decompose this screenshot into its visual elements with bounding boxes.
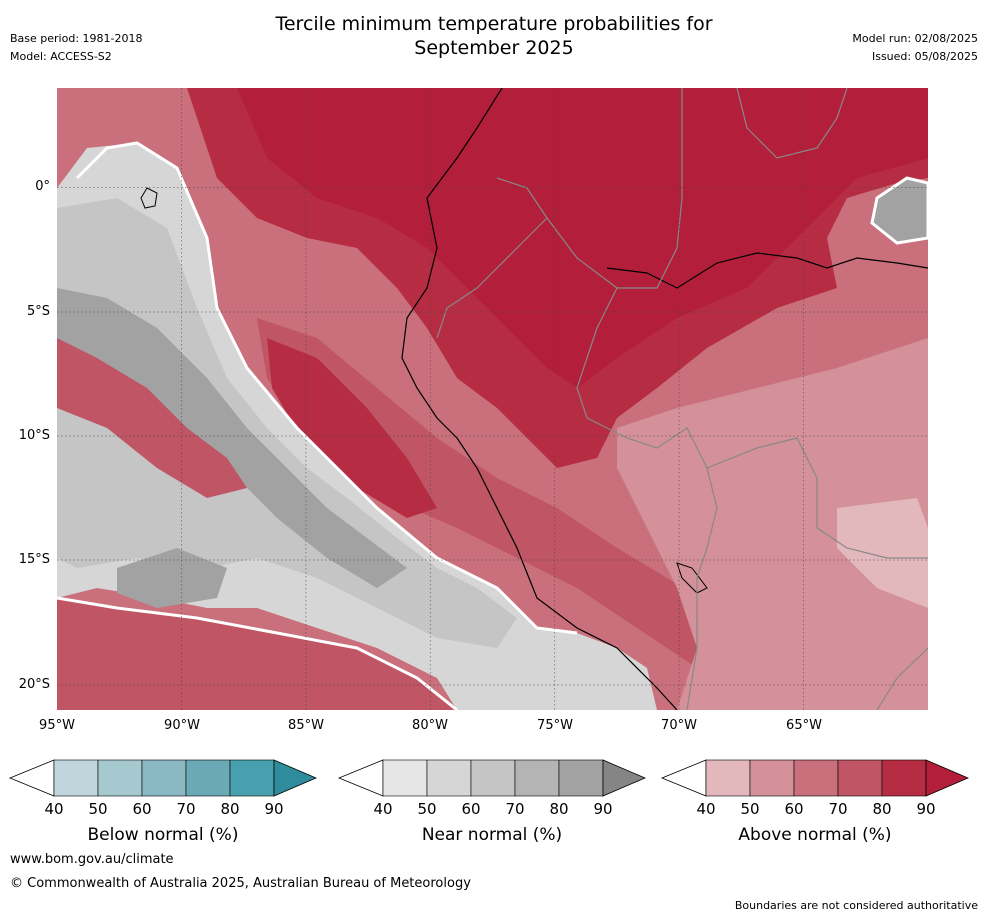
grid-lines (57, 88, 928, 710)
lon-label-85w: 85°W (288, 718, 324, 733)
probability-map (57, 88, 928, 710)
region-above-70 (257, 318, 757, 688)
region-near-80-south (117, 548, 227, 608)
colorbar-above (660, 759, 970, 797)
near-tick-90: 90 (593, 800, 613, 818)
footer-url[interactable]: www.bom.gov.au/climate (10, 852, 174, 867)
lat-label-10s: 10°S (18, 428, 50, 443)
above-legend-title: Above normal (%) (738, 825, 892, 845)
colorbar-near (337, 759, 647, 797)
below-tick-90: 90 (264, 800, 284, 818)
boundary-line-north (75, 141, 578, 635)
issued-text: Issued: 05/08/2025 (871, 50, 978, 63)
above-tick-80: 80 (872, 800, 892, 818)
boundary-peru-brazil-bolivia (576, 287, 718, 710)
lat-label-5s: 5°S (26, 304, 50, 319)
region-above-50 (617, 338, 928, 710)
legend-below-normal: 40 50 60 70 80 90 Below normal (%) (8, 759, 320, 860)
above-tick-90: 90 (916, 800, 936, 818)
lat-label-20s: 20°S (18, 677, 50, 692)
near-tick-40: 40 (373, 800, 393, 818)
colorbar-below (8, 759, 318, 797)
below-tick-80: 80 (220, 800, 240, 818)
region-near-east (870, 176, 928, 245)
region-near-60 (57, 198, 517, 648)
header-meta-left: Base period: 1981-2018 Model: ACCESS-S2 (10, 30, 142, 66)
map-title: Tercile minimum temperature probabilitie… (0, 12, 988, 60)
lon-label-80w: 80°W (412, 718, 448, 733)
header-meta-right: Model run: 02/08/2025 Issued: 05/08/2025 (852, 30, 978, 66)
near-legend-title: Near normal (%) (421, 825, 563, 845)
title-line-2: September 2025 (414, 37, 574, 59)
near-tick-50: 50 (417, 800, 437, 818)
above-tick-40: 40 (696, 800, 716, 818)
above-tick-70: 70 (828, 800, 848, 818)
boundary-ecuador-peru (436, 217, 548, 339)
region-above-70-west (57, 338, 247, 498)
near-tick-60: 60 (461, 800, 481, 818)
region-above-90 (237, 88, 928, 388)
near-tick-80: 80 (549, 800, 569, 818)
legend-near-normal: 40 50 60 70 80 90 Near normal (%) (337, 759, 649, 860)
lon-label-90w: 90°W (164, 718, 200, 733)
lon-label-75w: 75°W (537, 718, 573, 733)
title-line-1: Tercile minimum temperature probabilitie… (275, 13, 713, 35)
below-tick-50: 50 (88, 800, 108, 818)
galapagos-islands (140, 187, 158, 209)
map-canvas (57, 88, 928, 710)
above-tick-60: 60 (784, 800, 804, 818)
lon-label-65w: 65°W (786, 718, 822, 733)
amazon-river (606, 252, 928, 289)
coastline (401, 88, 678, 710)
boundary-bolivia-brazil (706, 437, 928, 559)
lake-titicaca (676, 562, 708, 594)
boundary-line-south (57, 596, 458, 710)
below-tick-60: 60 (132, 800, 152, 818)
boundary-bolivia-paraguay (876, 647, 928, 710)
above-tick-50: 50 (740, 800, 760, 818)
region-above-70-south (57, 598, 457, 710)
region-above-80-band (267, 338, 437, 518)
below-legend-title: Below normal (%) (87, 825, 239, 845)
footer-disclaimer: Boundaries are not considered authoritat… (734, 899, 978, 912)
lon-label-70w: 70°W (661, 718, 697, 733)
base-period-text: Base period: 1981-2018 (10, 32, 143, 45)
model-text: Model: ACCESS-S2 (10, 50, 112, 63)
region-above-40 (837, 498, 928, 608)
legend-above-normal: 40 50 60 70 80 90 Above normal (%) (660, 759, 972, 860)
footer-copyright: © Commonwealth of Australia 2025, Austra… (10, 876, 471, 891)
model-run-text: Model run: 02/08/2025 (852, 32, 978, 45)
lon-label-95w: 95°W (39, 718, 75, 733)
lat-label-0: 0° (35, 179, 50, 194)
region-near-80 (57, 288, 407, 588)
below-tick-40: 40 (44, 800, 64, 818)
below-tick-70: 70 (176, 800, 196, 818)
lat-label-15s: 15°S (18, 552, 50, 567)
boundary-venezuela (736, 88, 848, 159)
near-tick-70: 70 (505, 800, 525, 818)
